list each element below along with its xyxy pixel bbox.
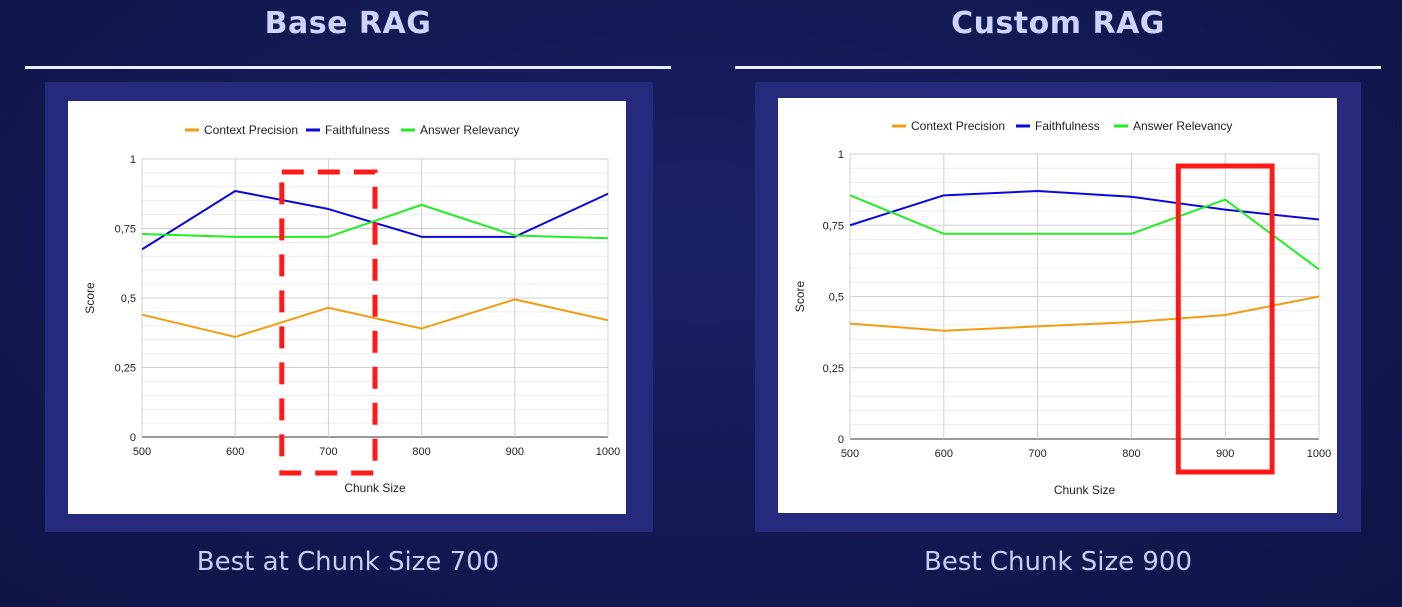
x-tick-label: 700	[1028, 448, 1046, 460]
x-tick-label: 500	[841, 448, 859, 460]
panel-title: Custom RAG	[951, 6, 1165, 41]
legend-label: Context Precision	[204, 123, 298, 137]
best-chunk-highlight-box	[279, 169, 378, 476]
title-divider	[735, 66, 1381, 69]
x-tick-label: 900	[506, 446, 524, 458]
y-axis-label: Score	[793, 281, 807, 313]
legend-label: Context Precision	[911, 119, 1005, 133]
y-tick-label: 0	[130, 432, 136, 444]
best-chunk-highlight-box	[1175, 163, 1275, 475]
series-line-context-precision	[141, 298, 609, 338]
y-tick-label: 1	[838, 149, 844, 161]
x-tick-label: 700	[319, 446, 337, 458]
x-tick-label: 800	[412, 446, 430, 458]
x-tick-label: 1000	[1307, 448, 1331, 460]
panel-caption: Best at Chunk Size 700	[196, 547, 500, 577]
panel-title: Base RAG	[264, 6, 432, 41]
series-line-answer-relevancy	[141, 203, 609, 240]
x-tick-label: 600	[935, 448, 953, 460]
x-axis-label: Chunk Size	[1054, 483, 1116, 497]
y-tick-label: 0,75	[115, 224, 136, 236]
x-tick-label: 800	[1122, 448, 1140, 460]
series-line-faithfulness	[849, 190, 1320, 227]
y-tick-label: 0,25	[823, 363, 844, 375]
y-tick-label: 1	[130, 154, 136, 166]
y-tick-label: 0,5	[121, 293, 136, 305]
legend-label: Answer Relevancy	[420, 123, 519, 137]
x-tick-label: 900	[1216, 448, 1234, 460]
x-tick-label: 600	[226, 446, 244, 458]
title-divider	[25, 66, 671, 69]
chart-card: 0 0,25 0,5 0,75 1 500 600 700 800 900 1000 Chunk Si…	[68, 101, 626, 514]
custom-rag-chart: 0 0,25 0,5 0,75 1 500 600 700 800 900 1000 Chunk Si…	[793, 119, 1331, 497]
legend-label: Faithfulness	[1035, 119, 1100, 133]
y-tick-label: 0,25	[115, 363, 136, 375]
y-tick-label: 0,5	[829, 292, 844, 304]
y-axis-label: Score	[83, 282, 97, 314]
x-tick-label: 1000	[596, 446, 620, 458]
series-line-answer-relevancy	[849, 194, 1320, 271]
legend-label: Faithfulness	[325, 123, 390, 137]
chart-frame: 0 0,25 0,5 0,75 1 500 600 700 800 900 1000 Chunk Si…	[755, 82, 1361, 532]
y-tick-label: 0,75	[823, 220, 844, 232]
x-tick-label: 500	[133, 446, 151, 458]
series-line-context-precision	[849, 295, 1320, 332]
x-axis-label: Chunk Size	[344, 481, 406, 495]
base-rag-chart: 0 0,25 0,5 0,75 1 500 600 700 800 900 1000 Chunk Si…	[83, 123, 620, 495]
legend-label: Answer Relevancy	[1133, 119, 1232, 133]
base-rag-panel: Base RAG 0 0,25 0,5 0,75 1 500 600 700 800 900 100…	[23, 0, 673, 607]
chart-card: 0 0,25 0,5 0,75 1 500 600 700 800 900 1000 Chunk Si…	[778, 98, 1337, 513]
panel-caption: Best Chunk Size 900	[923, 547, 1192, 577]
custom-rag-panel: Custom RAG 0 0,25 0,5 0,75 1 500 600 700 800 900 1…	[733, 0, 1383, 607]
y-tick-label: 0	[838, 434, 844, 446]
chart-frame: 0 0,25 0,5 0,75 1 500 600 700 800 900 1000 Chunk Si…	[45, 82, 653, 532]
